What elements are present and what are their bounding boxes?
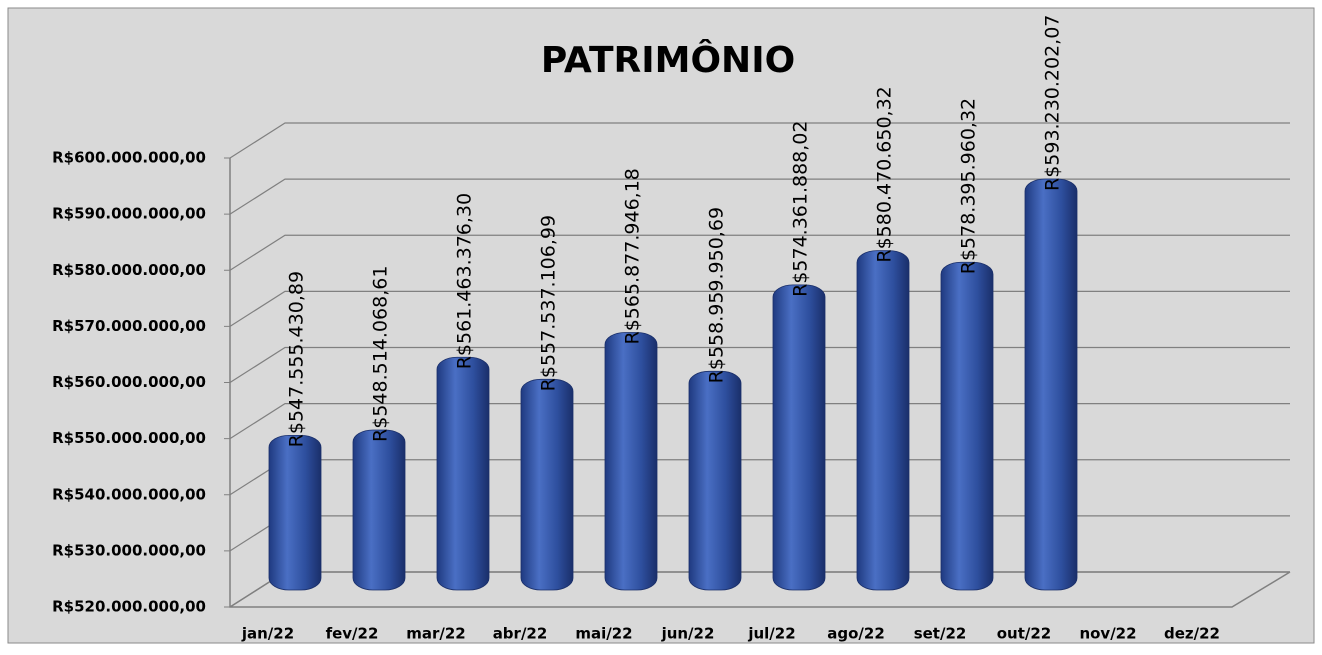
x-tick-label: fev/22 [326, 625, 379, 643]
y-tick-label: R$540.000.000,00 [52, 485, 206, 503]
x-tick-label: out/22 [997, 625, 1052, 643]
x-tick-label: dez/22 [1164, 625, 1220, 643]
value-label: R$548.514.068,61 [370, 266, 392, 442]
bar [1024, 178, 1078, 591]
value-label: R$574.361.888,02 [790, 121, 812, 297]
x-tick-label: jul/22 [747, 625, 795, 643]
y-tick-label: R$550.000.000,00 [52, 429, 206, 447]
grid-line [229, 122, 1290, 159]
y-tick-label: R$570.000.000,00 [52, 317, 206, 335]
value-label: R$578.395.960,32 [958, 98, 980, 274]
value-label: R$557.537.106,99 [538, 215, 560, 391]
value-label: R$547.555.430,89 [286, 271, 308, 447]
y-tick-label: R$520.000.000,00 [52, 598, 206, 616]
bar [688, 370, 742, 591]
y-tick-label: R$600.000.000,00 [52, 149, 206, 167]
grid-line [229, 234, 1290, 271]
value-label: R$565.877.946,18 [622, 168, 644, 344]
bar [268, 434, 322, 591]
x-tick-label: mai/22 [575, 625, 632, 643]
x-tick-label: jun/22 [661, 625, 715, 643]
value-label: R$558.959.950,69 [706, 207, 728, 383]
value-label: R$580.470.650,32 [874, 86, 896, 262]
y-tick-label: R$560.000.000,00 [52, 373, 206, 391]
x-tick-label: mar/22 [406, 625, 466, 643]
bar [520, 378, 574, 591]
bar [940, 261, 994, 591]
chart-background [7, 7, 1315, 644]
value-label: R$561.463.376,30 [454, 193, 476, 369]
x-tick-label: nov/22 [1079, 625, 1136, 643]
plot: R$520.000.000,00 R$530.000.000,00 R$540.00… [52, 15, 1290, 643]
y-tick-label: R$530.000.000,00 [52, 541, 206, 559]
x-tick-label: ago/22 [827, 625, 885, 643]
chart-title: PATRIMÔNIO [541, 39, 795, 81]
x-tick-label: abr/22 [493, 625, 548, 643]
bar [436, 356, 490, 591]
grid-line [229, 178, 1290, 215]
bar [856, 250, 910, 591]
value-label: R$593.230.202,07 [1042, 15, 1064, 191]
bar [772, 284, 826, 591]
x-tick-label: set/22 [914, 625, 967, 643]
y-tick-label: R$580.000.000,00 [52, 261, 206, 279]
bar [352, 429, 406, 591]
x-tick-label: jan/22 [241, 625, 294, 643]
y-tick-label: R$590.000.000,00 [52, 205, 206, 223]
bar [604, 332, 658, 591]
